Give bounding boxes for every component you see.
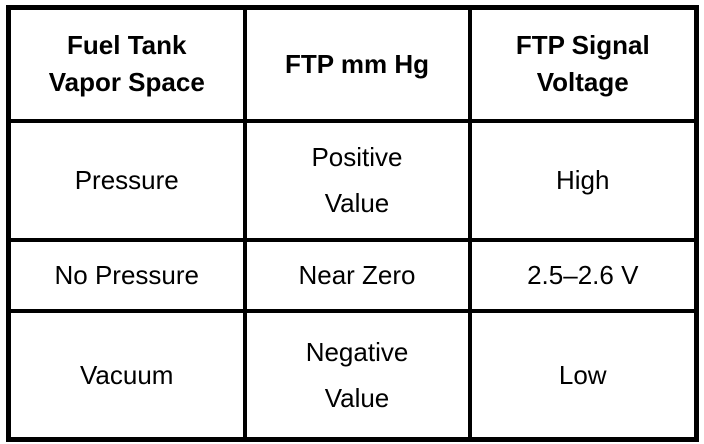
cell-line: 2.5–2.6 V: [527, 260, 639, 290]
cell-line: No Pressure: [54, 260, 200, 290]
header-line: FTP mm Hg: [285, 48, 429, 79]
table-row-vacuum: Vacuum Negative Value Low: [6, 308, 699, 442]
table-header-row: Fuel Tank Vapor Space FTP mm Hg FTP Sign…: [6, 5, 699, 123]
header-fuel-tank-vapor-space: Fuel Tank Vapor Space: [6, 5, 247, 123]
table-row-no-pressure: No Pressure Near Zero 2.5–2.6 V: [6, 237, 699, 313]
cell-line: Pressure: [74, 165, 179, 195]
cell-line: Low: [558, 359, 607, 390]
header-line: FTP Signal: [515, 30, 650, 61]
cell-line: Value: [324, 382, 390, 413]
header-line: Voltage: [536, 67, 629, 98]
cell-line: Value: [324, 188, 390, 218]
cell-voltage-range: 2.5–2.6 V: [467, 237, 699, 313]
header-line: Vapor Space: [48, 67, 205, 98]
cell-negative-value: Negative Value: [242, 308, 472, 442]
cell-line: Near Zero: [298, 260, 416, 290]
cell-vacuum: Vacuum: [6, 308, 247, 442]
cell-line: High: [556, 165, 610, 195]
header-line: Fuel Tank: [67, 30, 187, 61]
cell-line: Positive: [311, 142, 403, 172]
cell-low: Low: [467, 308, 699, 442]
cell-positive-value: Positive Value: [242, 118, 472, 242]
cell-near-zero: Near Zero: [242, 237, 472, 313]
ftp-sensor-table: Fuel Tank Vapor Space FTP mm Hg FTP Sign…: [6, 5, 699, 442]
header-ftp-signal-voltage: FTP Signal Voltage: [467, 5, 699, 123]
cell-no-pressure: No Pressure: [6, 237, 247, 313]
header-ftp-mm-hg: FTP mm Hg: [242, 5, 472, 123]
cell-line: Vacuum: [80, 359, 174, 390]
cell-line: Negative: [305, 336, 409, 367]
table-row-pressure: Pressure Positive Value High: [6, 118, 699, 242]
cell-pressure: Pressure: [6, 118, 247, 242]
cell-high: High: [467, 118, 699, 242]
